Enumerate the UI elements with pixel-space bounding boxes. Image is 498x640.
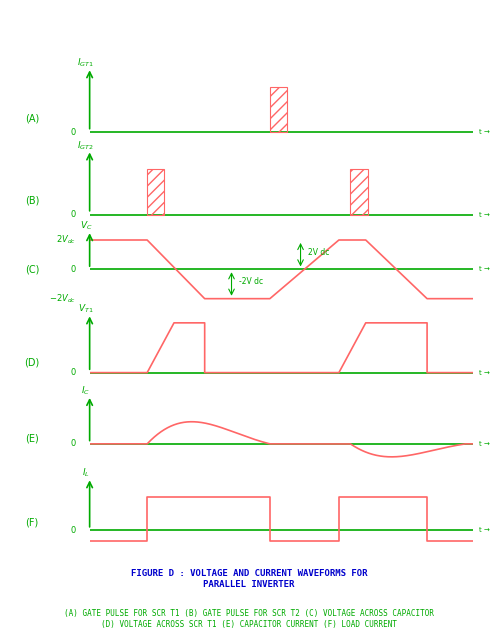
Text: (A) GATE PULSE FOR SCR T1 (B) GATE PULSE FOR SCR T2 (C) VOLTAGE ACROSS CAPACITOR: (A) GATE PULSE FOR SCR T1 (B) GATE PULSE… xyxy=(64,609,434,628)
Text: t →: t → xyxy=(479,266,490,273)
Text: 0: 0 xyxy=(71,525,76,534)
Text: t →: t → xyxy=(479,129,490,136)
Text: (E): (E) xyxy=(25,434,39,444)
Bar xyxy=(351,169,368,214)
Text: 0: 0 xyxy=(71,128,76,137)
Text: $2V_{dc}$: $2V_{dc}$ xyxy=(56,234,76,246)
Text: 0: 0 xyxy=(71,265,76,274)
Text: 0: 0 xyxy=(71,368,76,377)
Text: $I_{GT1}$: $I_{GT1}$ xyxy=(77,57,94,70)
Text: (A): (A) xyxy=(25,114,39,124)
Bar xyxy=(147,169,164,214)
Text: t →: t → xyxy=(479,212,490,218)
Text: FIGURE D : VOLTAGE AND CURRENT WAVEFORMS FOR
PARALLEL INVERTER: FIGURE D : VOLTAGE AND CURRENT WAVEFORMS… xyxy=(131,570,367,589)
Text: 0: 0 xyxy=(71,440,76,449)
Bar xyxy=(270,87,287,132)
Text: (F): (F) xyxy=(25,518,39,528)
Text: $I_L$: $I_L$ xyxy=(82,467,90,479)
Text: $V_{T1}$: $V_{T1}$ xyxy=(78,303,94,316)
Text: $I_C$: $I_C$ xyxy=(81,384,90,397)
Text: (D): (D) xyxy=(24,357,40,367)
Text: t →: t → xyxy=(479,370,490,376)
Text: $V_C$: $V_C$ xyxy=(80,219,92,232)
Text: (C): (C) xyxy=(25,264,39,275)
Text: t →: t → xyxy=(479,527,490,533)
Text: $I_{GT2}$: $I_{GT2}$ xyxy=(77,139,94,152)
Text: 2V dc: 2V dc xyxy=(308,248,330,257)
Text: 0: 0 xyxy=(71,210,76,219)
Text: (B): (B) xyxy=(25,196,39,206)
Text: -2V dc: -2V dc xyxy=(239,277,263,286)
Text: $-2V_{dc}$: $-2V_{dc}$ xyxy=(49,292,76,305)
Text: t →: t → xyxy=(479,441,490,447)
